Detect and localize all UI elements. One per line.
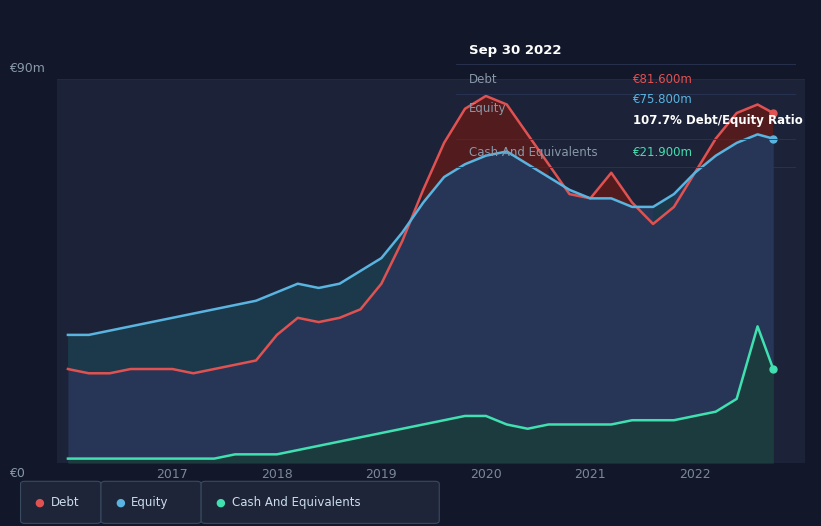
Text: ●: ● [34, 497, 44, 508]
Text: ●: ● [215, 497, 225, 508]
Text: €75.800m: €75.800m [633, 93, 693, 106]
Text: Equity: Equity [131, 496, 169, 509]
Text: Debt: Debt [51, 496, 80, 509]
Text: ●: ● [115, 497, 125, 508]
Text: €21.900m: €21.900m [633, 146, 693, 159]
Text: Cash And Equivalents: Cash And Equivalents [232, 496, 360, 509]
Text: Sep 30 2022: Sep 30 2022 [470, 44, 562, 57]
Text: Cash And Equivalents: Cash And Equivalents [470, 146, 598, 159]
Text: 107.7% Debt/Equity Ratio: 107.7% Debt/Equity Ratio [633, 114, 803, 127]
Text: Equity: Equity [470, 102, 507, 115]
Text: €81.600m: €81.600m [633, 73, 693, 86]
Text: €0: €0 [9, 467, 25, 480]
Text: Debt: Debt [470, 73, 498, 86]
Text: €90m: €90m [9, 62, 45, 75]
